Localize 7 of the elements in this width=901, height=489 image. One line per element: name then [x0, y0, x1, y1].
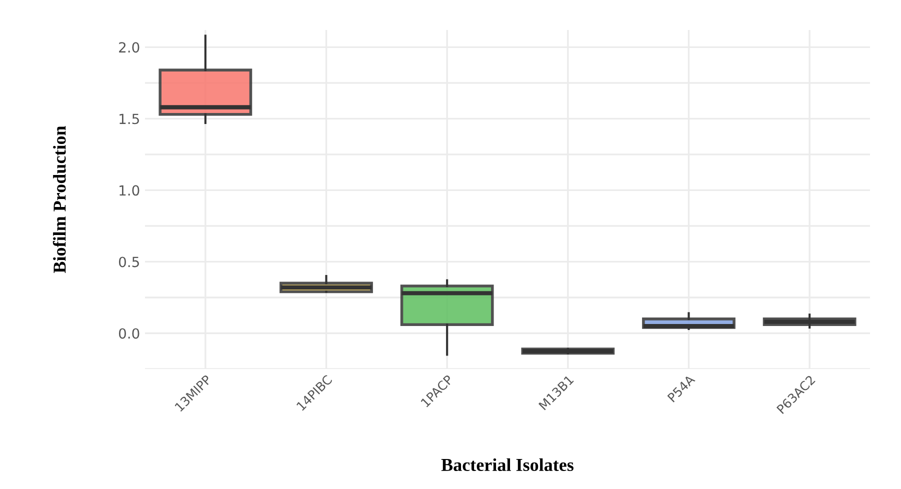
y-axis-title: Biofilm Production — [52, 126, 66, 274]
x-axis-title: Bacterial Isolates — [441, 458, 574, 472]
y-tick-label: 1.0 — [120, 185, 140, 196]
y-tick-label: 0.0 — [118, 328, 140, 339]
y-tick-label: 1.5 — [120, 114, 139, 124]
y-tick-label: 0.5 — [118, 256, 139, 268]
y-tick-label: 2.0 — [119, 42, 140, 53]
